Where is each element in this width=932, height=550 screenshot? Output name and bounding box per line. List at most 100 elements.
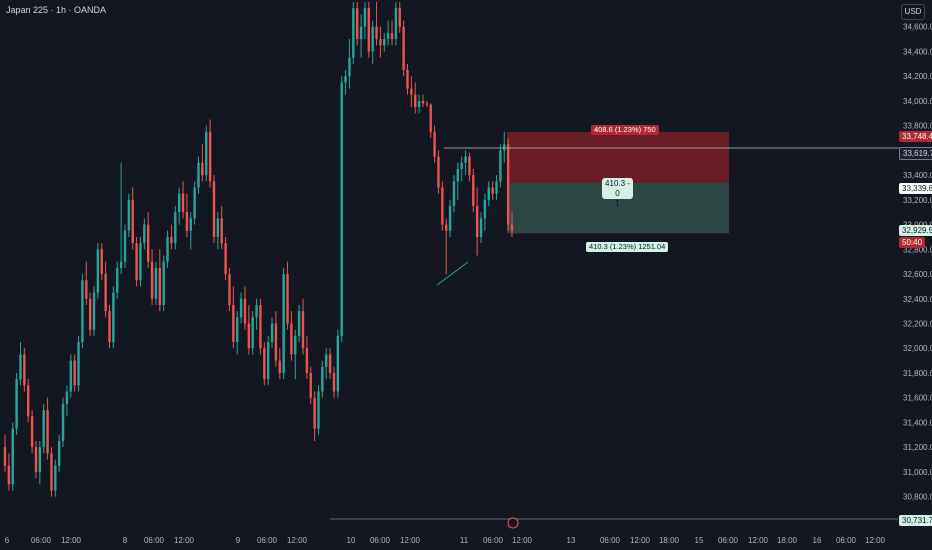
candle-body — [274, 323, 278, 361]
x-tick-label: 18:00 — [659, 536, 680, 545]
candle-body — [146, 224, 150, 262]
center-line-2: 1 — [615, 199, 620, 208]
y-tick-label: 34,200.0 — [903, 72, 932, 81]
candle-body — [220, 218, 223, 244]
candle-body — [158, 267, 162, 305]
candle-body — [321, 366, 324, 392]
y-tick-label: 31,200.0 — [903, 443, 932, 452]
candle-body — [390, 32, 394, 40]
candle-body — [479, 218, 483, 237]
candle-body — [236, 317, 239, 343]
candle-body — [270, 323, 274, 343]
candle-body — [7, 465, 11, 485]
candle-body — [468, 156, 471, 176]
candle-body — [135, 243, 138, 281]
candle-body — [278, 360, 281, 373]
x-tick-label: 15 — [695, 536, 704, 545]
x-tick-label: 06:00 — [31, 536, 52, 545]
risk-zone — [507, 132, 729, 183]
candle-body — [290, 323, 293, 355]
candle-body — [355, 8, 359, 40]
candle-body — [255, 304, 258, 318]
candle-body — [371, 26, 374, 52]
current-price-tag: 33,619.7 — [899, 147, 932, 160]
candle-body — [46, 410, 49, 454]
candle-body — [441, 187, 444, 225]
x-tick-label: 06:00 — [144, 536, 165, 545]
candle-body — [429, 104, 432, 132]
candle-body — [189, 218, 192, 231]
candle-body — [77, 342, 80, 386]
candle-body — [73, 360, 76, 386]
y-tick-label: 33,400.0 — [903, 171, 932, 180]
candle-body — [3, 447, 7, 466]
x-tick-label: 06:00 — [836, 536, 857, 545]
candle-body — [375, 26, 378, 40]
y-tick-label: 32,200.0 — [903, 320, 932, 329]
candle-body — [332, 372, 336, 392]
candle-body — [402, 26, 405, 71]
candle-body — [69, 360, 72, 392]
x-tick-label: 18:00 — [777, 536, 798, 545]
x-tick-label: 12:00 — [865, 536, 886, 545]
x-tick-label: 12:00 — [61, 536, 82, 545]
y-tick-label: 31,000.0 — [903, 468, 932, 477]
entry-price-tag: 33,339.8 — [899, 183, 932, 194]
stop-price-tag: 33,748.4 — [899, 131, 932, 142]
x-tick-label: 12:00 — [512, 536, 533, 545]
y-tick-label: 31,800.0 — [903, 369, 932, 378]
candle-body — [239, 298, 243, 318]
trend-line — [436, 261, 469, 286]
candle-body — [336, 335, 340, 392]
candle-body — [301, 311, 305, 349]
candle-body — [174, 212, 177, 244]
candle-body — [166, 236, 169, 262]
candle-body — [65, 391, 69, 404]
currency-button[interactable]: USD — [901, 4, 925, 20]
candle-body — [309, 372, 312, 398]
y-tick-label: 34,600.0 — [903, 23, 932, 32]
candle-body — [212, 181, 216, 237]
candle-body — [154, 267, 158, 299]
candle-body — [445, 224, 448, 231]
candle-body — [379, 39, 382, 46]
x-tick-label: 12:00 — [287, 536, 308, 545]
candle-body — [131, 199, 134, 244]
candle-body — [232, 304, 235, 343]
candle-body — [23, 354, 26, 386]
candle-body — [143, 224, 146, 244]
candle-body — [116, 267, 119, 293]
position-center-label[interactable]: 410.3 - 0 1 — [602, 178, 633, 208]
y-tick-label: 34,400.0 — [903, 47, 932, 56]
candle-body — [472, 175, 475, 207]
x-tick-label: 06:00 — [600, 536, 621, 545]
candle-body — [503, 144, 506, 151]
candle-body — [363, 8, 367, 27]
candle-body — [294, 335, 297, 355]
candle-body — [266, 342, 270, 380]
candle-body — [162, 261, 165, 305]
candle-body — [104, 274, 107, 312]
candle-body — [11, 428, 14, 485]
countdown-tag: 50:40 — [899, 237, 926, 248]
candle-body — [448, 206, 452, 231]
candle-body — [81, 280, 84, 343]
candle-body — [42, 410, 45, 448]
candle-body — [112, 292, 115, 343]
candle-body — [425, 103, 429, 105]
stop-label[interactable]: 408.6 (1.23%) 750 — [591, 125, 659, 135]
symbol-title[interactable]: Japan 225 · 1h · OANDA — [6, 5, 107, 15]
candle-body — [100, 249, 103, 275]
x-tick-label: 06:00 — [370, 536, 391, 545]
candle-body — [85, 280, 88, 299]
candle-body — [344, 76, 347, 83]
candle-body — [150, 261, 154, 299]
x-tick-label: 06:00 — [718, 536, 739, 545]
candle-body — [139, 243, 142, 281]
candle-body — [228, 274, 231, 305]
x-tick-label: 12:00 — [748, 536, 769, 545]
target-label[interactable]: 410.3 (1.23%) 1251.04 — [586, 242, 669, 252]
candle-body — [340, 82, 343, 336]
candle-body — [437, 156, 440, 188]
